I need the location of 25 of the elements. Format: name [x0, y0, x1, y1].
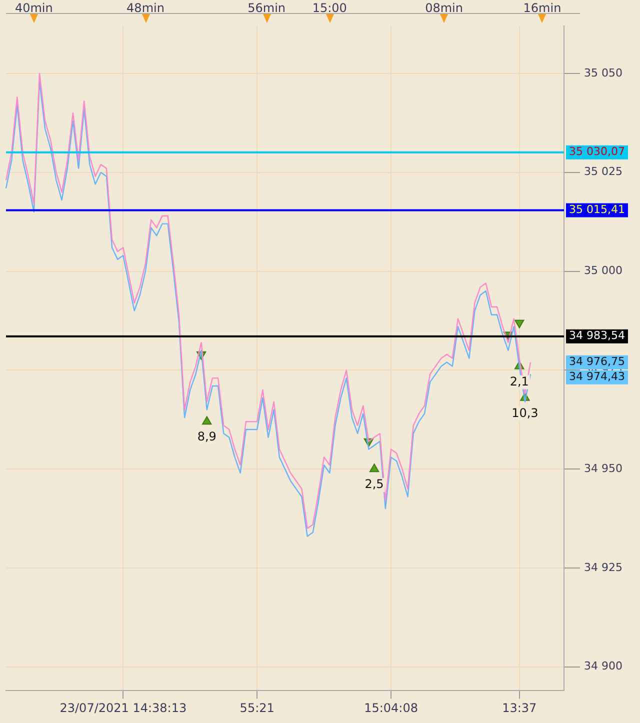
- x-tick-label: 55:21: [240, 700, 274, 715]
- ref-line-label: 35 015,41: [569, 203, 625, 216]
- y-tick-label: 34 900: [584, 660, 622, 673]
- y-tick-label: 35 025: [584, 165, 622, 178]
- text: 34 974,43: [569, 370, 625, 384]
- text: 40min: [14, 1, 53, 16]
- x-tick-label: 15:04:08: [364, 700, 418, 715]
- annotation: 2,1: [510, 374, 529, 388]
- y-tick-label: 34 925: [584, 560, 622, 574]
- text: 56min: [248, 1, 286, 16]
- text: 48min: [126, 1, 164, 16]
- text: 16min: [523, 1, 562, 16]
- text: 34 976,75: [569, 355, 625, 368]
- text: 08min: [425, 1, 463, 16]
- x-tick-label: 13:37: [502, 700, 537, 715]
- annotation: 10,3: [512, 406, 538, 420]
- annotation: 2,5: [364, 477, 384, 492]
- ref-line-label: 35 030,07: [569, 145, 625, 158]
- y-tick-label: 34 950: [584, 462, 622, 475]
- ref-line-label: 34 983,54: [569, 329, 625, 342]
- y-tick-label: 35 050: [584, 66, 622, 80]
- x-tick-label: 23/07/2021 14:38:13: [60, 700, 187, 715]
- annotation: 8,9: [197, 430, 216, 444]
- text: 15:00: [312, 1, 347, 16]
- y-tick-label: 35 000: [584, 264, 622, 278]
